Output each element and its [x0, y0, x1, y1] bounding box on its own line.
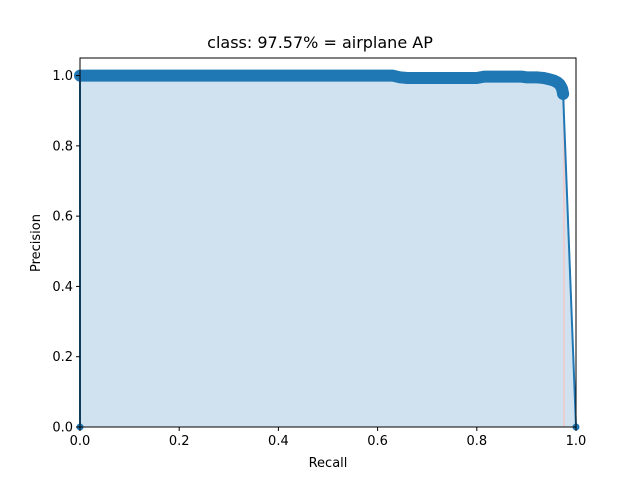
area-fill: [80, 75, 576, 428]
axes-frame: [79, 57, 577, 428]
x-tick-label: 0.4: [268, 434, 289, 449]
y-tick-label: 0.8: [52, 139, 73, 154]
data-point: [557, 87, 570, 100]
x-tick-label: 0.0: [70, 434, 91, 449]
x-tick-label: 0.2: [169, 434, 190, 449]
x-tick-label: 1.0: [566, 434, 587, 449]
x-tick-label: 0.6: [367, 434, 388, 449]
y-tick-label: 0.2: [52, 350, 73, 365]
y-tick-label: 1.0: [52, 69, 73, 84]
x-tick-label: 0.8: [466, 434, 487, 449]
chart-title: class: 97.57% = airplane AP: [207, 33, 433, 52]
y-axis-label: Precision: [29, 214, 44, 272]
plot-area: [74, 57, 580, 431]
y-tick-label: 0.6: [52, 210, 73, 225]
axis-ticks: 0.0 0.2 0.4 0.6 0.8 1.0 0.0 0.2 0.4 0.6 0.8 1.0: [52, 69, 586, 449]
x-axis-label: Recall: [309, 456, 348, 471]
y-tick-label: 0.0: [52, 421, 73, 436]
pr-curve-line: [79, 74, 577, 428]
y-tick-label: 0.4: [52, 280, 73, 295]
